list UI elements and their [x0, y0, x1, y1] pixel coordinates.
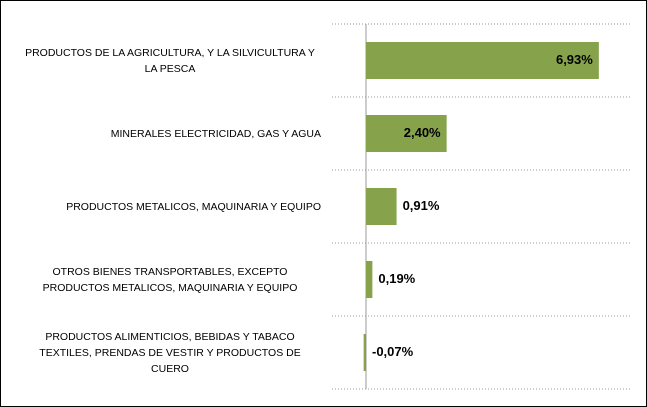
category-label: PRODUCTOS ALIMENTICIOS, BEBIDAS Y TABACO… [39, 330, 301, 375]
value-label: 0,91% [403, 198, 440, 213]
value-label: 2,40% [404, 125, 441, 140]
category-label: OTROS BIENES TRANSPORTABLES, EXCEPTO PRO… [42, 265, 298, 294]
category-label-box: PRODUCTOS METALICOS, MAQUINARIA Y EQUIPO [19, 187, 321, 227]
value-label: -0,07% [372, 344, 414, 359]
bar [366, 188, 397, 225]
bar [366, 42, 599, 79]
bar [366, 115, 447, 152]
category-label: PRODUCTOS DE LA AGRICULTURA, Y LA SILVIC… [25, 46, 315, 75]
category-label-box: PRODUCTOS DE LA AGRICULTURA, Y LA SILVIC… [19, 41, 321, 81]
category-label: MINERALES ELECTRICIDAD, GAS Y AGUA [110, 127, 321, 140]
category-label-box: OTROS BIENES TRANSPORTABLES, EXCEPTO PRO… [19, 260, 321, 300]
category-label: PRODUCTOS METALICOS, MAQUINARIA Y EQUIPO [66, 200, 321, 213]
category-label-box: PRODUCTOS ALIMENTICIOS, BEBIDAS Y TABACO… [19, 331, 321, 375]
value-label: 6,93% [556, 52, 593, 67]
category-label-box: MINERALES ELECTRICIDAD, GAS Y AGUA [19, 114, 321, 154]
value-label: 0,19% [378, 271, 415, 286]
bar [366, 261, 373, 298]
bar [363, 334, 366, 371]
